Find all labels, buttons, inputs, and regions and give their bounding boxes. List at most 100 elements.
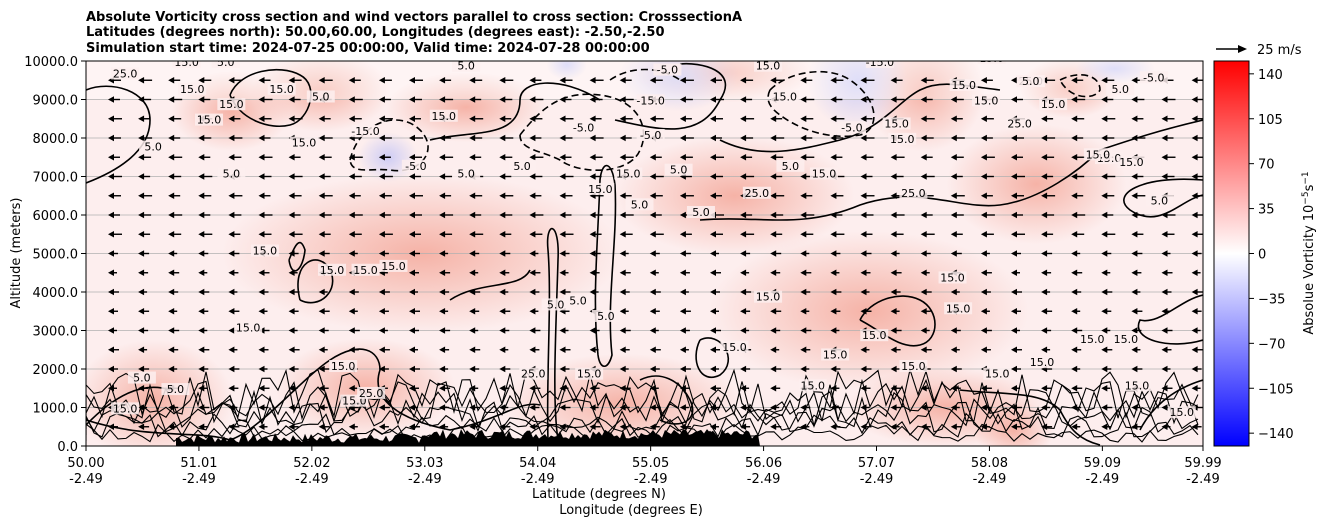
wind-vector-head <box>649 77 656 84</box>
colorbar-label: Absolue Vorticity 10−5s−1 <box>1301 171 1317 334</box>
wind-vector-head <box>499 365 506 373</box>
contour-label-background <box>351 125 380 138</box>
wind-vector-head <box>469 134 476 142</box>
colorbar-label-exponent: −5 <box>1301 191 1311 204</box>
contour-label-background <box>234 321 263 334</box>
wind-vector-head <box>860 154 867 161</box>
wind-vector-head <box>108 327 114 334</box>
wind-vector-head <box>679 134 686 142</box>
wind-vector-head <box>950 423 957 430</box>
contour-label-background <box>267 82 296 95</box>
wind-vector-head <box>409 231 415 238</box>
contour-label-background <box>317 263 346 276</box>
wind-vector-head <box>318 385 325 392</box>
wind-vector-head <box>830 404 837 411</box>
contour-label: 15.0 <box>801 379 826 392</box>
contour-label: 15.0 <box>884 117 909 130</box>
wind-vector-head <box>920 77 927 84</box>
wind-vector-head <box>1161 365 1168 373</box>
contour-label: 5.0 <box>457 60 475 73</box>
wind-vector-head <box>409 77 415 84</box>
wind-vector-head <box>890 288 897 296</box>
wind-vector-head <box>830 308 837 315</box>
x-axis-label-longitude: Longitude (degrees E) <box>559 503 703 518</box>
title-line-1: Absolute Vorticity cross section and win… <box>86 10 742 25</box>
wind-vector-head <box>469 288 476 296</box>
contour-label: 25.0 <box>521 368 546 381</box>
wind-vector-head <box>288 173 295 180</box>
contour-label: -5.0 <box>573 121 594 134</box>
wind-vector-head <box>469 346 476 353</box>
wind-vector-head <box>288 346 295 353</box>
wind-vector-head <box>108 96 114 103</box>
wind-vector-head <box>740 173 747 180</box>
x-tick-label-longitude: -2.49 <box>295 472 329 487</box>
contour-label: 15.0 <box>1119 156 1144 169</box>
shading-blob <box>546 61 587 80</box>
wind-vector-head <box>198 327 205 334</box>
wind-vector-head <box>318 404 325 411</box>
wind-vector-head <box>258 231 265 238</box>
contour-label-background <box>519 367 548 380</box>
wind-vector-head <box>1131 423 1138 430</box>
quiver-key-label: 25 m/s <box>1257 43 1302 58</box>
wind-vector-head <box>288 231 295 238</box>
wind-vector-head <box>1071 404 1078 411</box>
wind-vector-head <box>1131 134 1138 142</box>
wind-vector-head <box>1131 192 1138 199</box>
wind-vector-head <box>499 404 506 411</box>
contour-label: 15.0 <box>862 329 887 342</box>
colorbar-label-unit: s <box>1302 184 1317 191</box>
wind-vector-head <box>890 308 897 315</box>
wind-vector-head <box>830 96 837 103</box>
wind-vector-head <box>679 192 686 199</box>
wind-vector-head <box>860 96 867 103</box>
wind-vector-head <box>980 231 987 238</box>
contour-label: 15.0 <box>381 260 406 273</box>
wind-vector-head <box>529 404 536 411</box>
x-tick-label-latitude: 53.03 <box>406 456 443 471</box>
contour-label: 15.0 <box>174 56 199 69</box>
contour-label: 5.0 <box>597 310 615 323</box>
wind-vector-head <box>258 308 265 315</box>
wind-vector-head <box>378 154 385 161</box>
contour-label-background <box>541 298 570 311</box>
wind-vector-head <box>619 327 626 334</box>
wind-vector-head <box>950 134 957 142</box>
wind-vector-head <box>348 231 355 238</box>
contour-line <box>546 227 559 441</box>
wind-vector-head <box>1101 423 1108 430</box>
wind-vector-head <box>830 365 837 373</box>
wind-vector-head <box>559 250 566 257</box>
y-tick-label: 4000.0 <box>33 286 79 301</box>
contour-label-background <box>888 132 917 145</box>
wind-vector-head <box>198 134 205 142</box>
wind-vector-head <box>830 77 837 84</box>
wind-vector-head <box>1041 250 1048 257</box>
wind-vector-head <box>499 423 506 430</box>
x-tick-label-latitude: 58.08 <box>971 456 1008 471</box>
wind-vector-head <box>589 346 596 353</box>
wind-vector-head <box>920 96 927 103</box>
wind-vector-head <box>950 250 957 257</box>
contour-line <box>288 241 306 272</box>
wind-vector-head <box>830 211 837 219</box>
contour-label-background <box>770 90 799 103</box>
wind-vector-head <box>1041 192 1048 199</box>
wind-vector-head <box>1161 154 1168 161</box>
wind-vector-head <box>1191 269 1198 276</box>
wind-vector-head <box>499 115 506 122</box>
wind-vector-head <box>409 173 415 180</box>
contour-label-background <box>217 98 246 111</box>
wind-vector-head <box>1041 269 1048 276</box>
wind-vector-head <box>1071 154 1078 161</box>
wind-vector-head <box>1041 154 1048 161</box>
wind-vector-head <box>529 288 536 296</box>
wind-vector-head <box>228 250 235 257</box>
wind-vector-head <box>1191 192 1198 199</box>
wind-vector-head <box>228 231 235 238</box>
wind-vector-head <box>138 308 145 315</box>
contour-label: 15.0 <box>979 52 1004 65</box>
y-tick-label: 10000.0 <box>24 55 78 70</box>
wind-vector-head <box>740 404 747 411</box>
